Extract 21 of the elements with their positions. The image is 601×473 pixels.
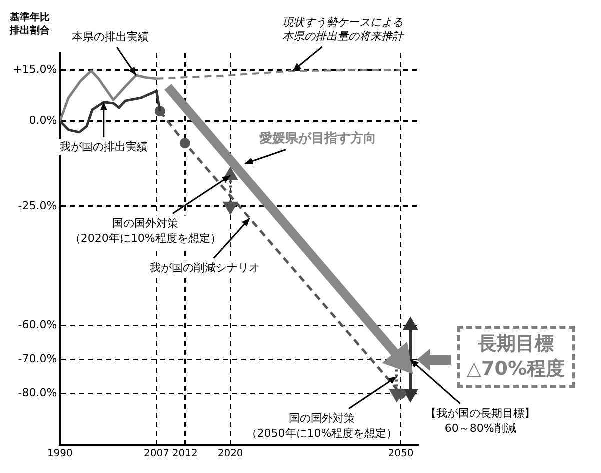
x-tick-label: 2020 [218,448,244,460]
series-label: 我が国の削減シナリオ [150,261,260,274]
y-axis-title: 基準年比排出割合 [9,12,51,37]
text: 本県の排出実績 [72,30,149,44]
x-tick-label: 2012 [172,448,198,460]
y-tick-label: -80.0% [18,386,58,400]
x-tick-label: 2050 [388,448,414,460]
y-tick-label: -25.0% [18,199,58,212]
annotation: 国の国外対策（2020年に10%程度を想定） [70,217,222,246]
annotation: 【我が国の長期目標】60～80%削減 [426,407,536,436]
y-tick-label: -60.0% [18,318,58,332]
series-label: 我が国の排出実績 [60,140,148,154]
y-tick-label: -70.0% [18,352,58,366]
x-tick-label: 2007 [144,448,170,460]
y-tick-label: 0.0% [29,114,58,128]
y-tick-label: +15.0% [12,62,58,76]
annotation: 国の国外対策（2050年に10%程度を想定） [246,412,398,440]
text: 愛媛県が目指す方向 [259,130,376,146]
text: 長期目標△70%程度 [466,332,566,382]
x-tick-label: 1990 [47,448,73,460]
text: 現状すう勢ケースによる本県の排出量の将来推計 [282,16,405,43]
